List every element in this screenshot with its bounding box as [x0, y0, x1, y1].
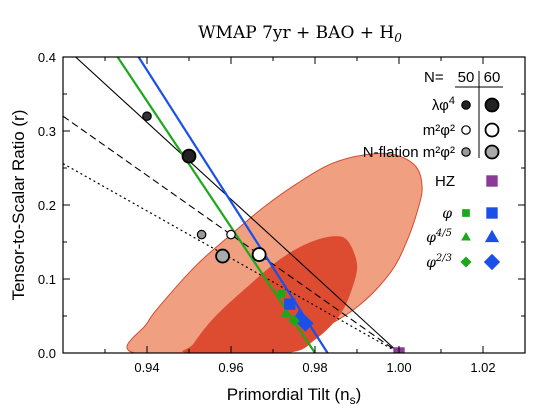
legend-marker-n60	[484, 122, 500, 138]
chart-title: WMAP 7yr + BAO + H0	[198, 23, 402, 45]
legend-marker-n50	[461, 100, 471, 110]
model-line-3	[116, 57, 316, 353]
legend-marker-n50	[461, 231, 471, 241]
y-tick-label: 0.3	[38, 124, 56, 139]
legend-marker-n50	[461, 125, 471, 135]
data-point-10	[288, 314, 300, 326]
legend-row: φ	[442, 206, 498, 222]
legend-row: λφ4	[432, 95, 500, 114]
model-lines	[63, 57, 400, 353]
model-line-1	[63, 115, 400, 353]
y-tick-label: 0.0	[38, 346, 56, 361]
legend-label: φ2/3	[426, 253, 452, 271]
legend-header-50: 50	[458, 69, 475, 86]
legend-header-60: 60	[484, 69, 501, 86]
y-tick-label: 0.2	[38, 198, 56, 213]
x-tick-label: 0.94	[134, 360, 159, 375]
legend-label: φ	[442, 206, 452, 222]
legend-label: φ4/5	[426, 228, 452, 246]
y-tick-label: 0.1	[38, 272, 56, 287]
legend-row: N-flation m²φ²	[363, 144, 500, 161]
confidence-contours	[126, 152, 423, 353]
contour-95-region	[126, 152, 423, 353]
y-axis-label: Tensor-to-Scalar Ratio (r)	[9, 110, 28, 301]
legend-label: m²φ²	[423, 122, 455, 139]
data-point-3	[251, 247, 267, 262]
x-axis-label: Primordial Tilt (ns)	[227, 385, 361, 407]
legend-marker-n60	[484, 144, 500, 160]
legend-label: HZ	[435, 173, 455, 190]
legend-marker-n60	[486, 207, 498, 219]
x-tick-label: 1.02	[470, 360, 495, 375]
data-point-4	[196, 229, 207, 240]
legend-row: φ4/5	[426, 228, 500, 246]
x-tick-label: 0.96	[218, 360, 243, 375]
legend-row: HZ	[435, 173, 498, 190]
legend-marker-n60	[483, 253, 501, 271]
legend-marker-n60	[486, 175, 498, 187]
x-tick-label: 1.00	[386, 360, 411, 375]
legend-row: m²φ²	[423, 122, 500, 139]
data-point-7	[284, 298, 296, 310]
legend-marker-n60	[484, 229, 500, 243]
data-point-5	[215, 248, 231, 264]
legend-marker-n60	[484, 97, 500, 113]
legend-marker-n50	[460, 256, 472, 268]
legend-rows: λφ4 m²φ² N-flation m²φ² HZ φ φ4/5 φ2/3	[363, 95, 501, 271]
legend: N= 50 60 λφ4 m²φ² N-flation m²φ² HZ φ φ4/5 φ2/…	[363, 69, 503, 271]
data-point-2	[226, 229, 236, 240]
legend-header-n: N=	[424, 69, 444, 86]
x-axis-ticks: 0.94 0.96 0.98 1.00 1.02	[104, 57, 526, 375]
legend-marker-n50	[461, 147, 471, 157]
model-line-2	[63, 163, 400, 353]
x-tick-label: 0.98	[302, 360, 327, 375]
y-tick-label: 0.4	[38, 50, 56, 65]
data-point-8	[280, 308, 291, 318]
data-point-1	[181, 148, 197, 164]
plot-area	[63, 57, 423, 353]
model-line-4	[137, 57, 329, 353]
legend-marker-n50	[462, 209, 470, 217]
legend-label: λφ4	[432, 95, 455, 114]
legend-label: N-flation m²φ²	[363, 144, 455, 161]
model-line-0	[75, 57, 400, 353]
data-point-0	[142, 111, 152, 121]
legend-row: φ2/3	[426, 253, 501, 271]
data-point-6	[277, 289, 286, 298]
contour-68-region	[182, 236, 358, 353]
data-point-11	[297, 315, 314, 332]
y-axis-ticks: 0.0 0.1 0.2 0.3 0.4	[38, 50, 525, 361]
